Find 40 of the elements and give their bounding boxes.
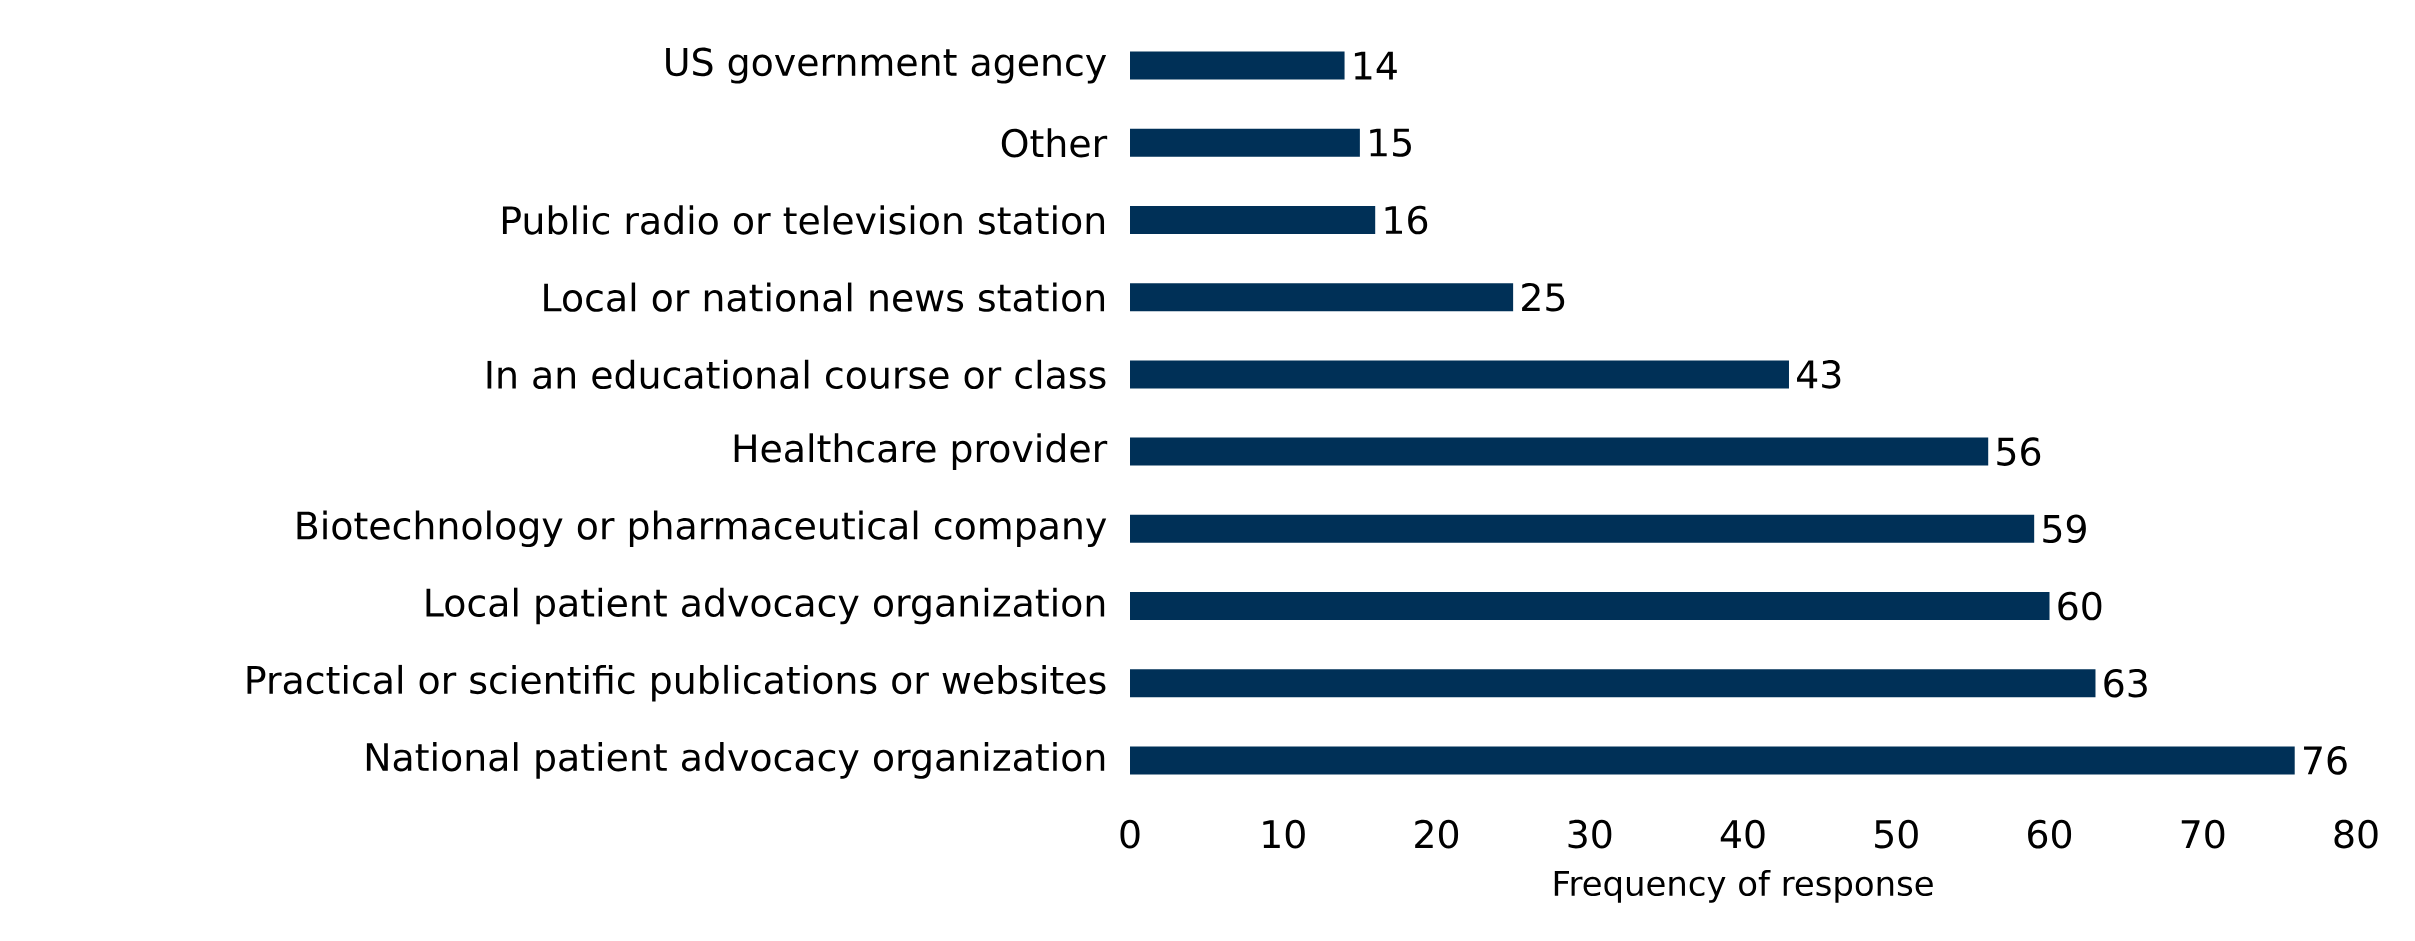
bar <box>1130 514 2035 543</box>
y-tick-label: Biotechnology or pharmaceutical company <box>297 510 1107 548</box>
bar <box>1130 360 1789 389</box>
y-tick-label: Healthcare provider <box>734 433 1108 470</box>
x-axis-title: Frequency of response <box>1554 869 1933 903</box>
x-tick-label: 80 <box>2334 819 2378 849</box>
bar <box>1130 206 1376 234</box>
x-tick-label: 0 <box>1120 819 1140 849</box>
x-tick-label: 70 <box>2181 819 2225 849</box>
bar <box>1130 51 1345 80</box>
x-tick-label: 20 <box>1415 819 1459 849</box>
x-tick-label: 10 <box>1263 819 1305 849</box>
data-label: 25 <box>1522 282 1565 312</box>
bar <box>1130 746 2295 775</box>
data-label: 63 <box>2104 668 2147 698</box>
y-tick-label: In an educational course or class <box>487 359 1106 390</box>
x-tick-label: 60 <box>2028 819 2072 849</box>
data-label: 16 <box>1385 205 1428 235</box>
data-label: 15 <box>1370 128 1411 157</box>
data-label: 60 <box>2058 591 2102 621</box>
y-tick-label: National patient advocacy organization <box>366 742 1105 779</box>
data-label: 14 <box>1354 51 1397 80</box>
data-label: 43 <box>1797 360 1841 389</box>
bar <box>1130 437 1989 466</box>
bar <box>1130 128 1360 157</box>
y-tick-label: Local patient advocacy organization <box>426 587 1105 625</box>
y-tick-label: Other <box>1001 128 1108 158</box>
y-tick-label: Practical or scientific publications or websites <box>247 664 1106 702</box>
y-tick-label: US government agency <box>666 47 1107 84</box>
bar <box>1130 592 2050 620</box>
x-tick-label: 50 <box>1875 819 1918 849</box>
x-tick-label: 30 <box>1568 819 1612 849</box>
data-label: 56 <box>1997 437 2041 466</box>
data-label: 76 <box>2304 746 2347 775</box>
bar <box>1130 669 2096 698</box>
y-tick-label: Public radio or television station <box>502 205 1105 235</box>
y-tick-label: Local or national news station <box>544 282 1105 312</box>
bar <box>1130 283 1514 312</box>
data-label: 59 <box>2043 514 2086 544</box>
x-tick-label: 40 <box>1720 819 1765 849</box>
